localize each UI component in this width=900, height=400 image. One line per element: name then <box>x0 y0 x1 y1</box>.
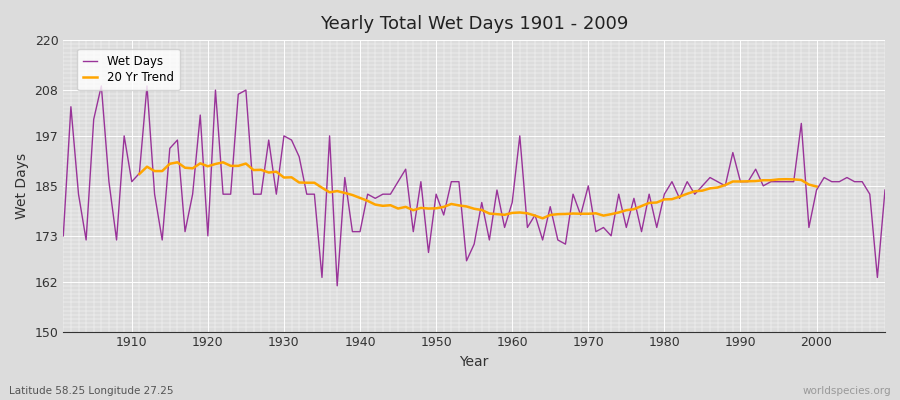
20 Yr Trend <box>796 178 806 182</box>
20 Yr Trend <box>712 185 723 190</box>
Wet Days <box>58 234 68 238</box>
Line: Wet Days: Wet Days <box>63 86 885 286</box>
20 Yr Trend <box>347 193 358 198</box>
Wet Days <box>293 154 304 159</box>
Wet Days <box>347 229 358 234</box>
Wet Days <box>613 192 624 196</box>
Wet Days <box>96 84 107 88</box>
Wet Days <box>522 225 533 230</box>
Text: worldspecies.org: worldspecies.org <box>803 386 891 396</box>
Title: Yearly Total Wet Days 1901 - 2009: Yearly Total Wet Days 1901 - 2009 <box>320 15 628 33</box>
20 Yr Trend <box>727 179 738 184</box>
Line: 20 Yr Trend: 20 Yr Trend <box>140 162 816 218</box>
Wet Days <box>879 188 890 192</box>
Wet Days <box>126 179 137 184</box>
20 Yr Trend <box>621 208 632 213</box>
Legend: Wet Days, 20 Yr Trend: Wet Days, 20 Yr Trend <box>77 49 180 90</box>
X-axis label: Year: Year <box>460 355 489 369</box>
20 Yr Trend <box>134 172 145 176</box>
Wet Days <box>332 283 343 288</box>
Wet Days <box>515 134 526 138</box>
20 Yr Trend <box>811 184 822 189</box>
20 Yr Trend <box>233 164 244 168</box>
20 Yr Trend <box>172 160 183 165</box>
Y-axis label: Wet Days: Wet Days <box>15 153 29 219</box>
Text: Latitude 58.25 Longitude 27.25: Latitude 58.25 Longitude 27.25 <box>9 386 174 396</box>
20 Yr Trend <box>537 216 548 221</box>
